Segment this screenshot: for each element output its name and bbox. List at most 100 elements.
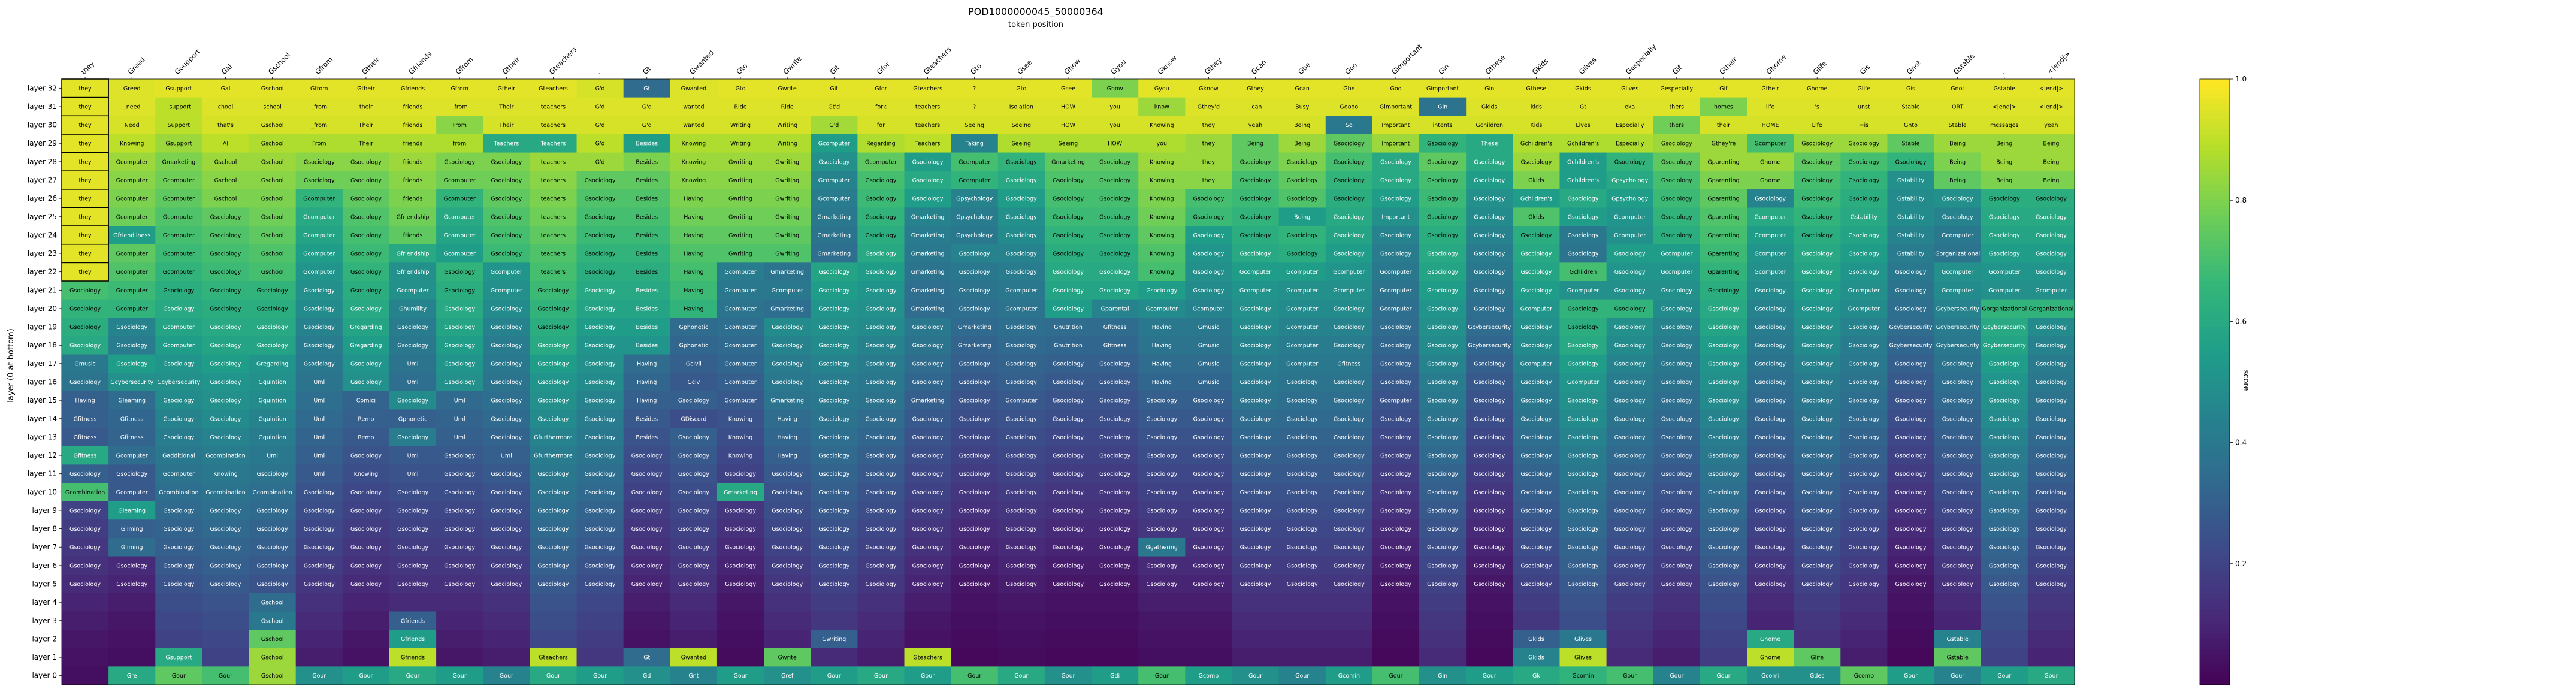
heatmap-cell — [483, 79, 530, 98]
heatmap-cell — [623, 97, 671, 116]
colorbar-segment — [2200, 220, 2230, 226]
cell-label: Gimportant — [1426, 86, 1459, 92]
heatmap-cell — [1138, 630, 1186, 649]
cell-label: Especially — [1616, 141, 1644, 147]
heatmap-cell — [1044, 152, 1092, 171]
heatmap-cell — [1092, 97, 1139, 116]
cell-label: Gsociology — [1848, 251, 1879, 258]
cell-label: Being — [1294, 141, 1310, 147]
cell-label: Gschool — [261, 122, 284, 129]
heatmap-cell — [576, 207, 624, 226]
y-tick-label: layer 5 — [32, 580, 57, 588]
cell-label: Gsociology — [912, 526, 944, 533]
cell-label: Gsociology — [1801, 398, 1833, 404]
cell-label: Gsociology — [1287, 251, 1318, 258]
cell-label: Gsociology — [585, 398, 616, 404]
heatmap-cell — [295, 116, 343, 135]
cell-label: Gsociology — [1801, 251, 1833, 258]
heatmap-cell — [1934, 152, 1982, 171]
heatmap-cell — [155, 226, 203, 245]
heatmap-cell — [904, 97, 952, 116]
cell-label: Gsociology — [1380, 177, 1411, 184]
cell-label: Gsociology — [491, 563, 522, 569]
cell-label: Gsociology — [1520, 343, 1552, 349]
cell-label: Gsociology — [1895, 379, 1927, 386]
cell-label: G'd — [595, 104, 605, 110]
heatmap-cell — [1185, 611, 1233, 630]
heatmap-cell — [1747, 152, 1794, 171]
cell-label: Gpsychology — [1611, 196, 1649, 203]
cell-label: Gsociology — [1287, 177, 1318, 184]
cell-label: Gsociology — [397, 563, 428, 569]
cell-label: Besides — [636, 214, 658, 220]
heatmap-cell — [1138, 171, 1186, 190]
colorbar-segment — [2200, 159, 2230, 166]
heatmap-cell — [857, 189, 905, 208]
cell-label: Gsociology — [1334, 507, 1365, 514]
cell-label: Gsociology — [1427, 453, 1458, 460]
colorbar-segment — [2200, 442, 2230, 448]
cell-label: Gsociology — [865, 196, 896, 203]
cell-label: Gsociology — [585, 288, 616, 294]
y-tick-label: layer 4 — [32, 598, 57, 606]
cell-label: Gsociology — [1895, 416, 1927, 422]
cell-label: Gsociology — [163, 563, 194, 569]
heatmap-cell — [811, 97, 858, 116]
cell-label: Gsociology — [1614, 471, 1646, 478]
cell-label: Gmusic — [1198, 343, 1219, 349]
y-tick-label: layer 24 — [28, 231, 57, 239]
heatmap-cell — [1981, 79, 2028, 98]
cell-label: Writing — [777, 122, 797, 129]
heatmap-cell — [1325, 207, 1373, 226]
cell-label: Gcomputer — [116, 196, 148, 203]
cell-label: Gsociology — [1193, 269, 1224, 276]
cell-label: Gsociology — [1895, 581, 1927, 588]
cell-label: Ghome — [1760, 177, 1780, 184]
cell-label: Gsociology — [163, 526, 194, 533]
colorbar-segment — [2200, 553, 2230, 560]
cell-label: Gpsychology — [956, 214, 993, 220]
heatmap-cell — [342, 79, 390, 98]
cell-label: Gsociology — [1614, 159, 1646, 165]
cell-label: Gsociology — [818, 581, 849, 588]
cell-label: Gfriendliness — [113, 232, 150, 239]
heatmap-cell — [1747, 207, 1794, 226]
cell-label: Gsociology — [2036, 269, 2067, 276]
heatmap-cell — [295, 134, 343, 153]
cell-label: Gsociology — [585, 379, 616, 386]
cell-label: Gsociology — [1708, 563, 1739, 569]
heatmap-cell — [1325, 611, 1373, 630]
colorbar-segment — [2200, 604, 2230, 610]
cell-label: Gsociology — [585, 343, 616, 349]
cell-label: Gsociology — [1568, 489, 1599, 496]
cell-label: Gsociology — [304, 177, 335, 184]
chart-subtitle: token position — [1008, 20, 1063, 29]
heatmap-cell — [623, 171, 671, 190]
cell-label: Gsociology — [1848, 471, 1879, 478]
colorbar-segment — [2200, 276, 2230, 282]
cell-label: Gsociology — [1380, 545, 1411, 551]
heatmap-cell — [904, 207, 952, 226]
cell-label: Gsociology — [1708, 416, 1739, 422]
cell-label: Gcybersecurity — [1936, 343, 1979, 349]
cell-label: GDiscord — [681, 416, 706, 422]
cell-label: Gsociology — [1427, 251, 1458, 258]
heatmap-cell — [1981, 97, 2028, 116]
cell-label: Kids — [1530, 122, 1542, 129]
cell-label: Besides — [636, 232, 658, 239]
cell-label: Gsociology — [1474, 232, 1505, 239]
heatmap-cell — [1044, 611, 1092, 630]
cell-label: Gcan — [1295, 86, 1309, 92]
cell-label: HOW — [1108, 141, 1123, 147]
cell-label: Important — [1381, 214, 1410, 220]
cell-label: teachers — [915, 104, 940, 110]
cell-label: Gsociology — [444, 361, 475, 367]
colorbar-segment — [2200, 311, 2230, 317]
cell-label: Gsociology — [1427, 196, 1458, 203]
heatmap-cell — [202, 226, 250, 245]
cell-label: Gsociology — [865, 563, 896, 569]
heatmap-cell — [857, 648, 905, 667]
cell-label: Having — [1152, 361, 1172, 367]
cell-label: Besides — [636, 306, 658, 312]
heatmap-cell — [1700, 593, 1747, 612]
